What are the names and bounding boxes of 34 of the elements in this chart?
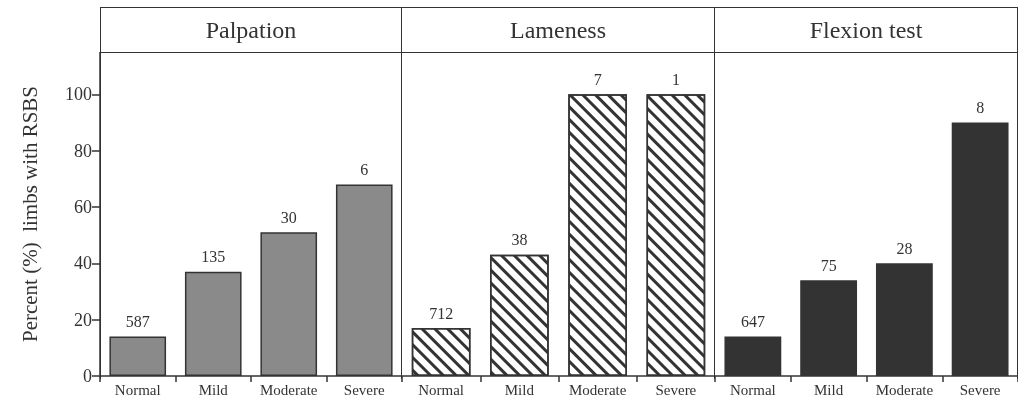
x-tick-label: Severe xyxy=(655,381,697,398)
annotation: 7 xyxy=(593,70,602,88)
x-tick-label: Moderate xyxy=(568,381,627,398)
chart-title: Palpation xyxy=(101,8,401,53)
x-tick-label: Normal xyxy=(114,381,161,398)
x-tick-label: Severe xyxy=(959,381,1001,398)
annotation: 1 xyxy=(671,70,680,88)
chart-title: Flexion test xyxy=(715,8,1017,53)
annotation: 6 xyxy=(360,160,369,178)
annotation: 38 xyxy=(511,231,528,249)
annotation: 712 xyxy=(429,304,454,322)
annotation: 28 xyxy=(896,239,913,257)
x-tick-label: Mild xyxy=(198,381,229,398)
x-tick-label: Severe xyxy=(343,381,385,398)
y-tick-label: 20 xyxy=(74,309,92,330)
chart-title: Lameness xyxy=(402,8,714,53)
annotation: 30 xyxy=(280,208,297,226)
x-tick-label: Normal xyxy=(418,381,465,398)
x-tick-label: Mild xyxy=(504,381,535,398)
y-tick-label: 40 xyxy=(74,253,92,274)
annotation: 8 xyxy=(976,98,985,116)
annotation: 587 xyxy=(125,313,150,331)
y-tick-label: 60 xyxy=(74,196,92,217)
y-axis-title: Percent (%) limbs with RSBS xyxy=(17,85,42,343)
x-tick-label: Mild xyxy=(814,381,844,398)
annotation: 75 xyxy=(820,256,837,274)
x-tick-label: Moderate xyxy=(260,381,318,398)
x-tick-label: Normal xyxy=(729,381,776,398)
annotation: 135 xyxy=(201,248,226,266)
y-tick-label: 80 xyxy=(74,140,92,161)
x-tick-label: Moderate xyxy=(875,381,934,398)
y-tick-label: 0 xyxy=(83,366,92,386)
y-tick-label: 100 xyxy=(65,84,92,105)
annotation: 647 xyxy=(740,313,765,331)
